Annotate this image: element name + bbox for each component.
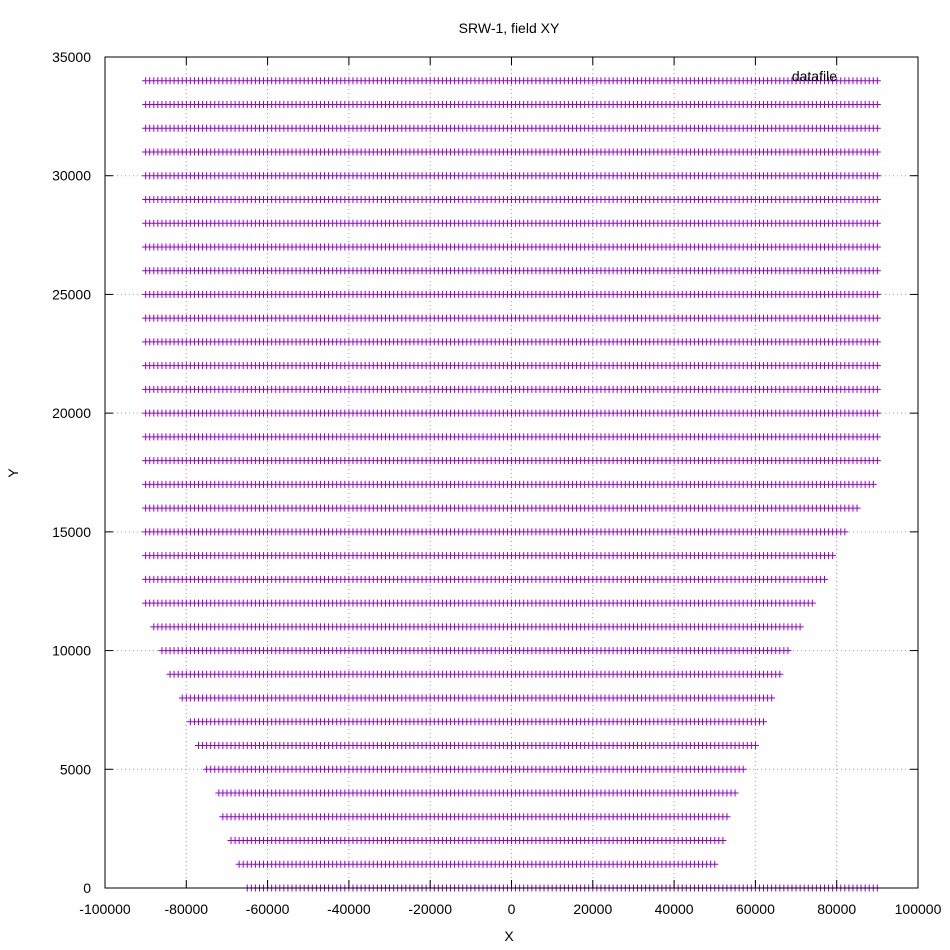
x-tick-label: 80000 xyxy=(817,901,856,917)
data-points xyxy=(142,77,881,892)
data-point-row xyxy=(142,172,881,180)
chart-title: SRW-1, field XY xyxy=(459,20,560,36)
x-tick-label: 100000 xyxy=(895,901,942,917)
data-point-row xyxy=(142,362,881,370)
data-point-row xyxy=(186,718,768,726)
data-point-row xyxy=(142,77,881,85)
data-point-row xyxy=(142,195,881,203)
y-tick-label: 35000 xyxy=(52,49,91,65)
data-point-row xyxy=(203,765,747,773)
data-point-row xyxy=(142,457,881,465)
data-point-row xyxy=(142,528,849,536)
y-tick-label: 20000 xyxy=(52,405,91,421)
y-tick-label: 0 xyxy=(83,880,91,896)
y-axis-label: Y xyxy=(5,468,21,478)
y-tick-label: 30000 xyxy=(52,168,91,184)
data-point-row xyxy=(142,552,837,560)
axes: -100000 -80000 -60000 -40000 -20000 0 20000 400… xyxy=(52,49,942,917)
data-point-row xyxy=(215,789,739,797)
y-tick-label: 10000 xyxy=(52,643,91,659)
data-point-row xyxy=(142,575,828,583)
series-datafile xyxy=(142,77,881,892)
data-point-row xyxy=(142,124,881,132)
x-tick-label: 40000 xyxy=(655,901,694,917)
data-point-row xyxy=(142,409,881,417)
data-point-row xyxy=(142,385,881,393)
x-axis-label: X xyxy=(504,928,514,944)
data-point-row xyxy=(142,480,877,488)
x-tick-label: -80000 xyxy=(165,901,209,917)
y-tick-label: 5000 xyxy=(60,761,91,777)
data-point-row xyxy=(142,219,881,227)
grid-lines xyxy=(105,57,918,888)
data-point-row xyxy=(142,243,881,251)
x-tick-label: -40000 xyxy=(327,901,371,917)
data-point-row xyxy=(227,837,727,845)
data-point-row xyxy=(142,148,881,156)
data-point-row xyxy=(219,813,731,821)
x-tick-label: 20000 xyxy=(573,901,612,917)
x-tick-label: -100000 xyxy=(79,901,131,917)
data-point-row xyxy=(142,267,881,275)
data-point-row xyxy=(142,599,816,607)
data-point-row xyxy=(142,504,861,512)
x-tick-label: 60000 xyxy=(736,901,775,917)
data-point-row xyxy=(235,860,719,868)
data-point-row xyxy=(142,338,881,346)
data-point-row xyxy=(142,314,881,322)
x-tick-label: 0 xyxy=(508,901,516,917)
data-point-row xyxy=(158,647,792,655)
x-tick-label: -20000 xyxy=(408,901,452,917)
x-tick-label: -60000 xyxy=(246,901,290,917)
data-point-row xyxy=(150,623,804,631)
data-point-row xyxy=(142,100,881,108)
data-point-row xyxy=(195,742,759,750)
data-point-row xyxy=(178,694,776,702)
data-point-row xyxy=(166,670,784,678)
data-point-row xyxy=(142,433,881,441)
y-tick-label: 25000 xyxy=(52,286,91,302)
data-point-row xyxy=(142,290,881,298)
y-tick-label: 15000 xyxy=(52,524,91,540)
legend-label: datafile xyxy=(792,68,837,84)
